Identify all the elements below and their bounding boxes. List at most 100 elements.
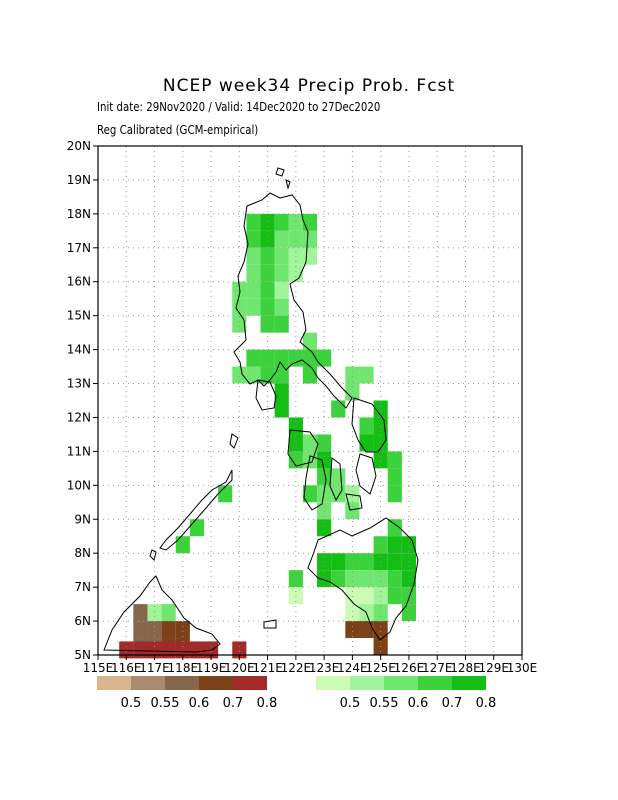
lat-tick-label: 11N <box>67 444 91 458</box>
legend-label: 0.8 <box>257 696 278 711</box>
coast-negros <box>303 455 327 511</box>
prob-cell <box>274 366 289 384</box>
prob-cell <box>175 621 190 639</box>
prob-cell <box>345 485 360 503</box>
prob-cell <box>232 315 247 333</box>
legend-swatch <box>316 676 350 690</box>
prob-cell <box>133 641 148 659</box>
latitude-labels: 5N 6N 7N 8N 9N 10N 11N 12N 13N 14N 15N 16N 17N 18N 19N… <box>67 139 98 662</box>
prob-cell <box>246 213 261 231</box>
map-title: NCEP week34 Precip Prob. Fcst <box>162 76 456 96</box>
prob-cell <box>359 434 374 452</box>
prob-cell <box>331 468 346 486</box>
legend-label: 0.6 <box>189 696 210 711</box>
prob-cell <box>373 536 388 554</box>
legend-swatch <box>131 676 165 690</box>
coastlines <box>103 167 419 653</box>
prob-cell <box>302 247 318 265</box>
prob-cell <box>119 641 134 659</box>
prob-cell <box>317 451 332 469</box>
coast-luzon <box>233 192 353 409</box>
lat-tick-label: 20N <box>67 139 91 153</box>
prob-cell <box>345 621 360 639</box>
coast-islet-1 <box>275 167 285 177</box>
lat-tick-label: 9N <box>74 512 91 526</box>
lon-tick-label: 122E <box>281 661 312 675</box>
prob-cell <box>387 587 402 605</box>
prob-cell <box>288 587 303 605</box>
prob-cell <box>161 604 176 622</box>
legend-label: 0.7 <box>442 696 463 711</box>
coast-samar <box>351 397 387 453</box>
coast-islet-5 <box>229 433 239 449</box>
prob-cell <box>345 570 360 588</box>
lat-tick-label: 17N <box>67 241 91 255</box>
init-valid-dates: Init date: 29Nov2020 / Valid: 14Dec2020 … <box>97 100 381 114</box>
prob-cell <box>373 621 388 639</box>
prob-cell <box>246 298 261 316</box>
legend-wet: 0.5 0.55 0.6 0.7 0.8 <box>316 676 496 711</box>
lon-tick-label: 120E <box>224 661 255 675</box>
prob-cell <box>345 366 360 384</box>
prob-cell <box>373 434 388 452</box>
prob-cell <box>274 400 289 418</box>
legend-swatch <box>384 676 418 690</box>
lat-tick-label: 6N <box>74 614 91 628</box>
lon-tick-label: 129E <box>478 661 509 675</box>
lon-tick-label: 115E <box>83 661 114 675</box>
prob-cell <box>401 604 416 622</box>
prob-cell <box>133 621 148 639</box>
coast-islet-2 <box>285 179 291 190</box>
prob-cell <box>218 485 233 503</box>
legend-label: 0.5 <box>340 696 361 711</box>
prob-cell <box>133 604 148 622</box>
prob-cell <box>387 451 402 469</box>
coast-islet-3 <box>149 549 157 561</box>
prob-cell <box>317 519 332 537</box>
calibration-note: Reg Calibrated (GCM-empirical) <box>97 123 259 137</box>
prob-cell <box>387 570 402 588</box>
legend-label: 0.5 <box>121 696 142 711</box>
lon-tick-label: 119E <box>196 661 227 675</box>
prob-cell <box>232 298 247 316</box>
lon-tick-label: 125E <box>365 661 396 675</box>
prob-cell <box>345 383 360 401</box>
prob-cell <box>246 247 261 265</box>
longitude-labels: 115E116E117E118E119E120E121E122E123E124E… <box>83 655 537 675</box>
lat-tick-label: 16N <box>67 275 91 289</box>
legend-swatch <box>418 676 452 690</box>
prob-cell <box>288 213 303 231</box>
prob-cell <box>373 587 388 605</box>
prob-cell <box>317 434 332 452</box>
grid-lines <box>98 146 522 655</box>
legend-swatch <box>165 676 199 690</box>
legend-label: 0.7 <box>223 696 244 711</box>
prob-cell <box>189 519 204 537</box>
prob-cell <box>260 349 275 367</box>
prob-cell <box>387 536 402 554</box>
coast-leyte <box>355 453 377 495</box>
prob-cell <box>232 641 247 659</box>
prob-cell <box>274 281 289 299</box>
prob-cell <box>246 230 261 248</box>
prob-cell <box>302 349 318 367</box>
prob-cell <box>288 230 303 248</box>
coast-panay <box>287 429 319 467</box>
coast-cebu <box>329 457 343 502</box>
prob-cell <box>246 349 261 367</box>
prob-cell <box>387 468 402 486</box>
prob-cell <box>373 604 388 622</box>
lat-tick-label: 18N <box>67 207 91 221</box>
prob-cell <box>359 553 374 571</box>
prob-cell <box>302 451 318 469</box>
prob-cell <box>161 621 176 639</box>
lat-tick-label: 5N <box>74 648 91 662</box>
prob-cell <box>359 417 374 435</box>
lon-tick-label: 127E <box>422 661 453 675</box>
lon-tick-label: 117E <box>139 661 170 675</box>
prob-cell <box>373 400 388 418</box>
lon-tick-label: 116E <box>111 661 142 675</box>
lon-tick-label: 126E <box>394 661 425 675</box>
lat-tick-label: 14N <box>67 343 91 357</box>
